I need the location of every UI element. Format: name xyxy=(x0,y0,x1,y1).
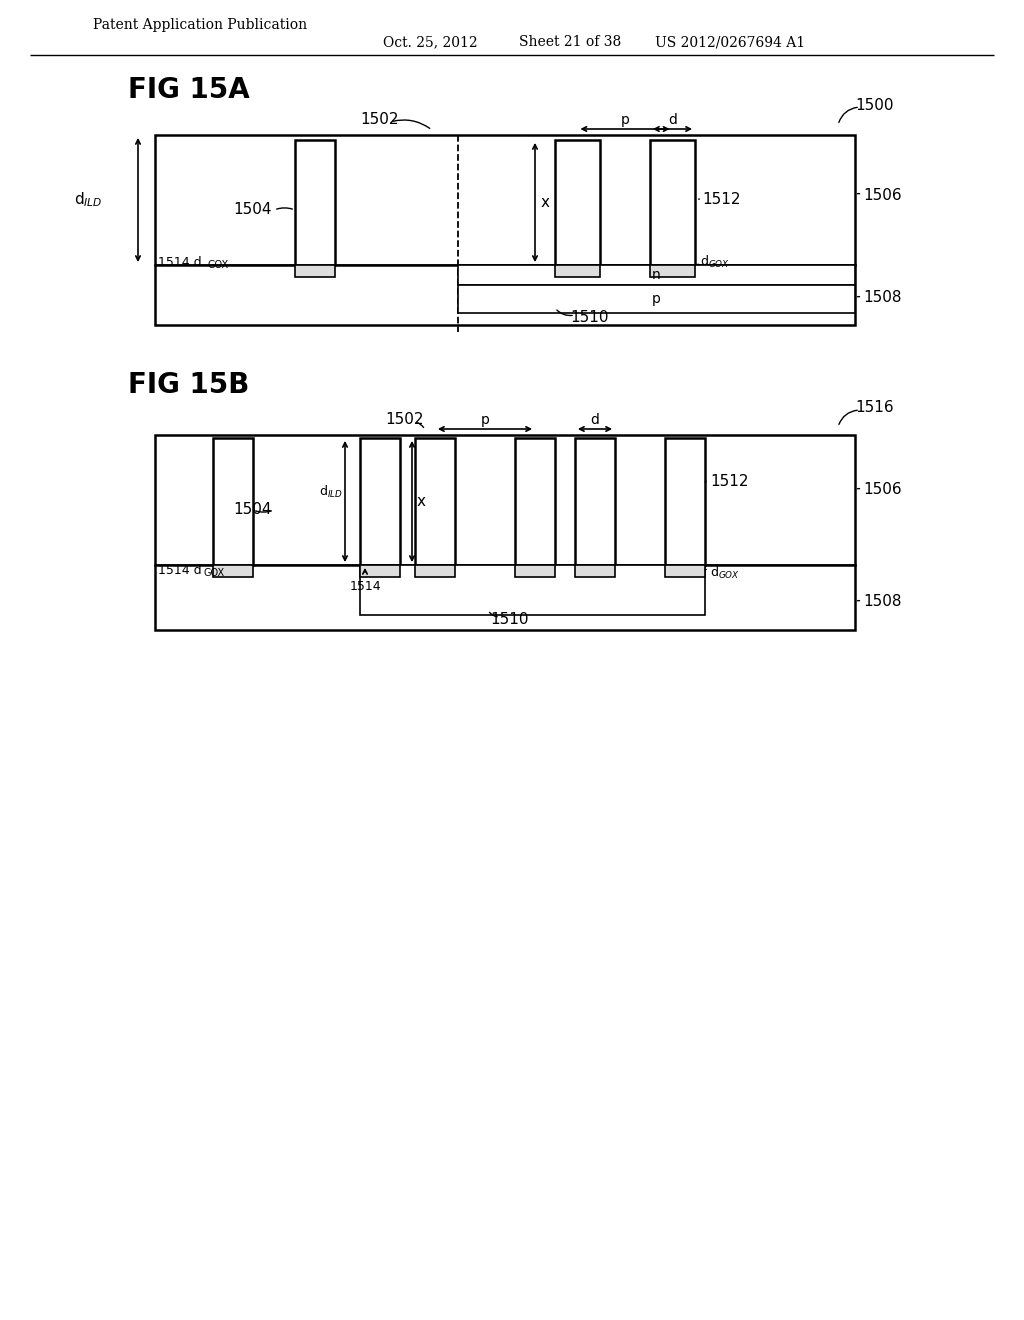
Text: 1514 d: 1514 d xyxy=(158,564,202,577)
Bar xyxy=(155,436,855,565)
Text: d$_{ILD}$: d$_{ILD}$ xyxy=(319,483,343,499)
Bar xyxy=(415,565,455,577)
Text: d: d xyxy=(591,413,599,426)
Bar xyxy=(515,438,555,565)
Text: p: p xyxy=(480,413,489,426)
Text: x: x xyxy=(541,195,550,210)
Text: 1504: 1504 xyxy=(233,503,272,517)
Bar xyxy=(458,285,855,313)
Text: 1502: 1502 xyxy=(360,112,399,128)
Text: 1516: 1516 xyxy=(855,400,894,416)
Text: 1506: 1506 xyxy=(863,187,901,202)
Text: 1504: 1504 xyxy=(233,202,272,218)
Text: US 2012/0267694 A1: US 2012/0267694 A1 xyxy=(655,36,805,49)
Bar xyxy=(155,135,855,265)
Bar xyxy=(360,438,400,565)
Text: Oct. 25, 2012: Oct. 25, 2012 xyxy=(383,36,477,49)
Text: 1508: 1508 xyxy=(863,290,901,305)
Text: d: d xyxy=(668,114,677,127)
Text: 1502: 1502 xyxy=(386,412,424,428)
Bar xyxy=(360,565,400,577)
Text: 1514: 1514 xyxy=(349,581,381,594)
Text: 1510: 1510 xyxy=(570,310,609,326)
Text: FIG 15A: FIG 15A xyxy=(128,77,250,104)
Bar xyxy=(555,140,600,265)
Text: 1512: 1512 xyxy=(710,474,749,490)
Text: 1506: 1506 xyxy=(863,483,901,498)
Bar xyxy=(155,565,855,630)
Bar xyxy=(155,265,855,325)
Bar xyxy=(213,438,253,565)
Text: 1500: 1500 xyxy=(855,98,894,112)
Bar xyxy=(650,140,695,265)
Text: d$_{GOX}$: d$_{GOX}$ xyxy=(700,253,730,271)
Text: d$_{GOX}$: d$_{GOX}$ xyxy=(710,565,740,581)
Text: 1514 d: 1514 d xyxy=(158,256,202,268)
Text: 1512: 1512 xyxy=(702,193,740,207)
Bar xyxy=(360,565,705,615)
Text: p: p xyxy=(621,114,630,127)
Text: x: x xyxy=(417,494,426,510)
Bar xyxy=(575,565,615,577)
Bar xyxy=(515,565,555,577)
Bar xyxy=(415,438,455,565)
Bar xyxy=(213,565,253,577)
Bar xyxy=(575,438,615,565)
Bar xyxy=(665,438,705,565)
Bar xyxy=(555,265,600,277)
Text: Patent Application Publication: Patent Application Publication xyxy=(93,18,307,32)
Text: GOX: GOX xyxy=(204,568,225,578)
Bar xyxy=(458,265,855,285)
Text: FIG 15B: FIG 15B xyxy=(128,371,250,399)
Bar xyxy=(295,265,335,277)
Text: 1510: 1510 xyxy=(490,612,529,627)
Text: Sheet 21 of 38: Sheet 21 of 38 xyxy=(519,36,622,49)
Text: n: n xyxy=(652,268,660,282)
Text: GOX: GOX xyxy=(207,260,228,271)
Bar xyxy=(650,265,695,277)
Text: 1508: 1508 xyxy=(863,594,901,610)
Text: d$_{ILD}$: d$_{ILD}$ xyxy=(74,190,102,210)
Bar xyxy=(665,565,705,577)
Bar xyxy=(295,140,335,265)
Text: p: p xyxy=(652,292,660,306)
